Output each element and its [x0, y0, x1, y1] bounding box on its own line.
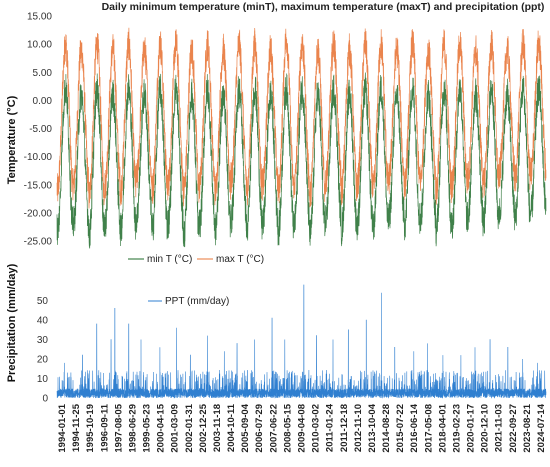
temperature-y-tick: 0.00 [33, 96, 53, 107]
x-tick-label: 2020-01-17 [466, 404, 477, 453]
x-tick-label: 2012-11-10 [353, 404, 364, 452]
y-axis-label-temperature: Temperature (°C) [6, 95, 18, 184]
x-tick-label: 2005-09-04 [240, 403, 251, 452]
x-tick-label: 2003-11-18 [212, 404, 223, 452]
x-tick-label: 2013-10-04 [367, 403, 378, 452]
x-tick-label: 1994-01-01 [57, 403, 68, 452]
x-tick-label: 2008-05-15 [282, 403, 293, 452]
precipitation-y-tick: 20 [37, 355, 49, 366]
legend-label-min-t: min T (°C) [147, 254, 192, 265]
precipitation-y-tick: 30 [37, 335, 49, 346]
x-tick-label: 2019-02-23 [452, 404, 463, 453]
x-tick-label: 2015-07-22 [395, 404, 406, 453]
series-line-ppt [56, 284, 547, 399]
x-tick-label: 2004-10-11 [226, 403, 237, 452]
x-tick-label: 2011-12-18 [339, 404, 350, 452]
temperature-legend: min T (°C) max T (°C) [128, 254, 264, 265]
temperature-y-tick: -5.00 [29, 124, 52, 135]
temperature-y-tick: -15.00 [24, 180, 53, 191]
precipitation-x-ticks: 1994-01-01 1994-11-25 1995-10-19 1996-09-11… [57, 403, 547, 452]
legend-label-ppt: PPT (mm/day) [165, 296, 229, 307]
precipitation-series [56, 284, 547, 399]
x-tick-label: 2007-06-22 [268, 404, 279, 453]
x-tick-label: 2021-11-03 [494, 404, 505, 452]
precipitation-legend: PPT (mm/day) [148, 296, 229, 307]
x-tick-label: 2000-04-15 [156, 403, 167, 452]
precipitation-chart: Precipitation (mm/day) 0 10 20 30 40 50 PPT (… [6, 263, 547, 452]
x-tick-label: 1998-06-29 [127, 404, 138, 453]
x-tick-label: 2016-06-14 [409, 403, 420, 452]
temperature-y-tick: -25.00 [24, 237, 53, 248]
legend-label-max-t: max T (°C) [216, 254, 264, 265]
temperature-y-tick: 15.00 [27, 12, 52, 23]
chart-title: Daily minimum temperature (minT), maximu… [102, 1, 545, 13]
x-tick-label: 1996-09-11 [99, 403, 110, 452]
x-tick-label: 2018-04-01 [437, 403, 448, 452]
x-tick-label: 2022-09-27 [508, 404, 519, 453]
x-tick-label: 2009-04-08 [297, 404, 308, 453]
precipitation-y-tick: 40 [37, 316, 49, 327]
series-line-min-t [56, 72, 547, 249]
temperature-series [56, 27, 547, 249]
x-tick-label: 2014-08-28 [381, 404, 392, 453]
x-tick-label: 2017-05-08 [423, 404, 434, 453]
series-line-max-t [56, 27, 547, 209]
precipitation-y-ticks: 0 10 20 30 40 50 [37, 296, 49, 405]
x-tick-label: 2023-08-21 [522, 403, 533, 452]
x-tick-label: 2020-12-10 [480, 404, 491, 453]
precipitation-y-tick: 0 [42, 394, 48, 405]
y-axis-label-precipitation: Precipitation (mm/day) [6, 263, 18, 382]
x-tick-label: 1997-08-05 [113, 403, 124, 452]
temperature-y-tick: 5.00 [33, 68, 53, 79]
x-tick-label: 2011-01-24 [325, 403, 336, 452]
x-tick-label: 1994-11-25 [71, 403, 82, 452]
x-tick-label: 2010-03-02 [311, 404, 322, 453]
temperature-y-tick: -20.00 [24, 208, 53, 219]
x-tick-label: 1995-10-19 [85, 404, 96, 453]
x-tick-label: 2024-07-14 [536, 403, 547, 452]
temperature-chart: Daily minimum temperature (minT), maximu… [6, 1, 547, 265]
x-tick-label: 1999-05-23 [142, 404, 153, 453]
x-tick-label: 2002-01-31 [184, 403, 195, 452]
x-tick-label: 2001-03-09 [170, 404, 181, 453]
temperature-y-tick: 10.00 [27, 40, 52, 51]
x-tick-label: 2002-12-25 [198, 403, 209, 452]
x-tick-label: 2006-07-29 [254, 404, 265, 453]
temperature-y-ticks: 15.00 10.00 5.00 0.00 -5.00 -10.00 -15.00 -20.0… [24, 12, 53, 248]
temperature-y-tick: -10.00 [24, 152, 53, 163]
precipitation-y-tick: 10 [37, 374, 49, 385]
precipitation-y-tick: 50 [37, 296, 49, 307]
